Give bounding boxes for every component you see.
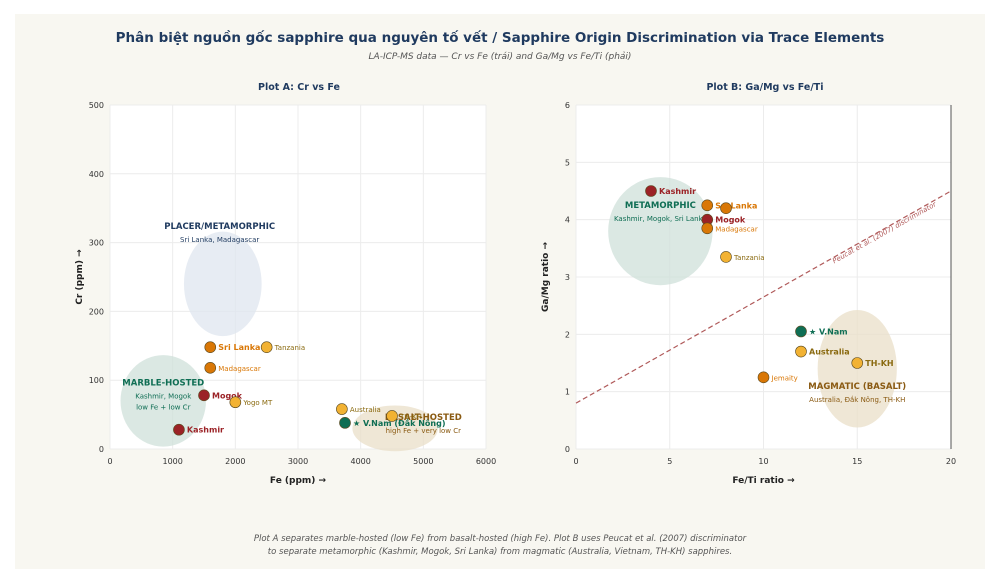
- plot-b-region-sublabel: Kashmir, Mogok, Sri Lanka: [614, 215, 707, 223]
- plot-a-region-metamorphic: [120, 355, 207, 447]
- plot-b-point: [701, 222, 714, 235]
- plot-a-region-sublabel: Kashmir, Mogok: [135, 393, 192, 401]
- plot-a-xtick-label: 1000: [162, 457, 182, 466]
- plot-a-point: [173, 423, 185, 436]
- plot-a-ylabel: Cr (ppm) →: [75, 249, 85, 305]
- plot-a-point-label: Australia: [350, 406, 381, 414]
- plot-b-region-metamorphic: [608, 177, 713, 286]
- plot-a-xtick-label: 5000: [413, 457, 433, 466]
- plot-b-xtick-label: 20: [946, 457, 956, 466]
- plot-b-point-label: ★ V.Nam: [809, 327, 848, 336]
- plot-a-region-sublabel: high Fe + very low Cr: [386, 427, 462, 435]
- plot-a-ytick-label: 0: [99, 445, 104, 454]
- figure-subtitle: LA-ICP-MS data — Cr vs Fe (trái) and Ga/…: [369, 51, 632, 62]
- plot-b-xtick-label: 5: [667, 457, 672, 466]
- plot-b-point-label: Kashmir: [659, 187, 696, 196]
- plot-b-point: [795, 325, 807, 338]
- plot-a-title: Plot A: Cr vs Fe: [258, 82, 340, 93]
- plot-b-point-label: Sri Lanka: [715, 201, 757, 210]
- plot-b-point-label: Tanzania: [733, 254, 764, 262]
- plot-a-point-label: TH-KH: [399, 413, 422, 421]
- plot-a-ytick-label: 100: [89, 376, 104, 385]
- plot-b-point-label: TH-KH: [865, 359, 893, 368]
- plot-b-ytick-label: 3: [565, 273, 570, 282]
- plot-a-ytick-label: 500: [89, 101, 104, 110]
- plot-a-point: [204, 341, 217, 353]
- plot-a-point-label: Sri Lanka: [218, 343, 260, 352]
- plot-a-ytick-label: 400: [89, 170, 104, 179]
- plot-a-point: [386, 410, 398, 422]
- plot-a-point-label: Madagascar: [218, 365, 261, 373]
- plot-a-region-magmatic: [352, 405, 438, 452]
- plot-a-xlabel: Fe (ppm) →: [270, 476, 327, 486]
- plot-a-point-label: ★ V.Nam (Đắk Nông): [353, 418, 446, 428]
- plot-a-point-label: Kashmir: [187, 426, 224, 435]
- plot-a-xtick-label: 4000: [350, 457, 370, 466]
- plot-a-region-placer: [183, 231, 262, 337]
- plot-b-point: [701, 199, 714, 212]
- plot-b-point: [851, 357, 864, 369]
- plot-b-ytick-label: 1: [565, 388, 570, 397]
- plot-b-title: Plot B: Ga/Mg vs Fe/Ti: [706, 82, 823, 93]
- plot-a-point: [336, 403, 348, 415]
- plot-b-ytick-label: 6: [565, 101, 570, 110]
- plot-a-point: [204, 362, 217, 374]
- plot-b-xtick-label: 15: [852, 457, 862, 466]
- plot-b-point-label: Jemaity: [771, 374, 798, 382]
- plot-b-point-label: Madagascar: [715, 225, 758, 233]
- plot-a-point: [198, 389, 210, 402]
- figure-title: Phân biệt nguồn gốc sapphire qua nguyên …: [116, 29, 885, 46]
- figure-panel: Phân biệt nguồn gốc sapphire qua nguyên …: [15, 14, 985, 569]
- plot-b-xtick-label: 10: [758, 457, 768, 466]
- plot-b-xlabel: Fe/Ti ratio →: [732, 476, 795, 486]
- caption-line-2: to separate metamorphic (Kashmir, Mogok,…: [268, 547, 732, 557]
- plot-b-region-label: METAMORPHIC: [625, 201, 696, 211]
- plot-b-ylabel: Ga/Mg ratio →: [541, 242, 551, 312]
- plot-a-ytick-label: 300: [89, 239, 104, 248]
- plot-a-region-sublabel: low Fe + low Cr: [136, 404, 191, 412]
- plot-b-ytick-label: 2: [565, 330, 570, 339]
- plot-b-point: [757, 371, 770, 384]
- plot-a-xtick-label: 3000: [288, 457, 308, 466]
- plot-a-point-label: Mogok: [212, 391, 243, 400]
- plot-b-point: [795, 345, 807, 358]
- plot-a-xtick-label: 0: [107, 457, 112, 466]
- plot-a-region-label: BASALT-HOSTED: [385, 413, 462, 423]
- plot-a-xtick-label: 2000: [225, 457, 245, 466]
- plot-a-region-label: PLACER/METAMORPHIC: [164, 222, 275, 232]
- plot-b-ytick-label: 4: [565, 216, 570, 225]
- plot-a-region-sublabel: Sri Lanka, Madagascar: [180, 236, 259, 244]
- plot-a-point: [339, 417, 351, 429]
- plot-a-point: [260, 341, 273, 353]
- plot-b-point-label: Mogok: [715, 216, 746, 225]
- caption-line-1: Plot A separates marble-hosted (low Fe) …: [254, 534, 747, 544]
- plot-a-ytick-label: 200: [89, 307, 104, 316]
- plot-b-region-label: MAGMATIC (BASALT): [808, 382, 906, 392]
- plot-b-ytick-label: 5: [565, 158, 570, 167]
- figure-svg: Phân biệt nguồn gốc sapphire qua nguyên …: [75, 29, 956, 557]
- plot-b-xtick-label: 0: [573, 457, 578, 466]
- plot-b: 0 5 10 15 20 0 1 2 3 4 5 6 Fe/Ti ratio → Ga/Mg ratio …: [541, 101, 956, 486]
- plot-b-point: [720, 251, 732, 263]
- plot-a-point-label: Yogo MT: [242, 399, 273, 407]
- plot-a-xtick-label: 6000: [476, 457, 496, 466]
- plot-a-region-label: MARBLE-HOSTED: [122, 379, 204, 389]
- plot-a-point: [229, 396, 242, 409]
- plot-b-point-label: Australia: [809, 348, 850, 357]
- plot-b-ytick-label: 0: [565, 445, 570, 454]
- plot-b-point: [645, 185, 657, 197]
- plot-b-region-sublabel: Australia, Đắk Nông, TH-KH: [809, 395, 905, 404]
- plot-a: 0 1000 2000 3000 4000 5000 6000 0 100 200 300 400 50…: [75, 101, 496, 486]
- plot-a-point-label: Tanzania: [274, 344, 305, 352]
- plot-b-point: [720, 202, 732, 214]
